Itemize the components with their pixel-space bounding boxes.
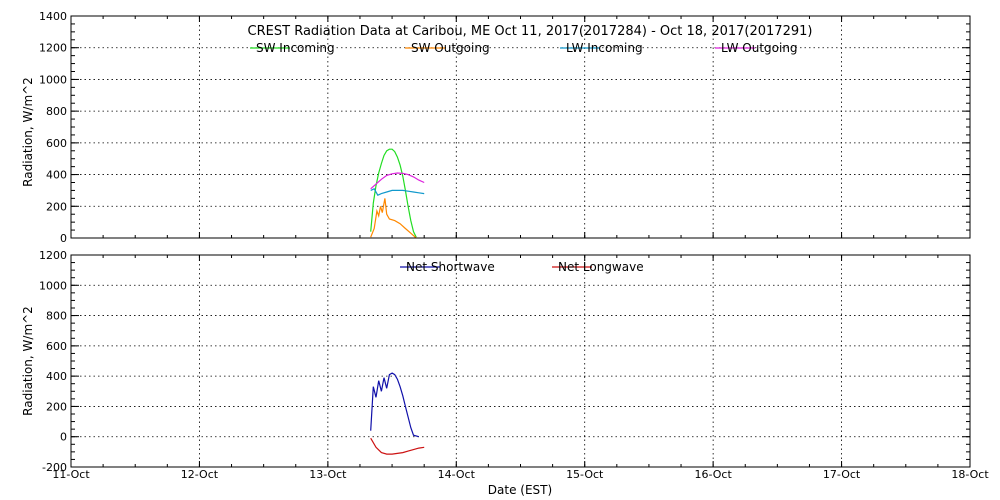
bottom-panel: -200 0 200 400 600 800 1000 1200 Radiation, W/m… — [21, 249, 989, 497]
x-tick-label: 12-Oct — [181, 468, 219, 481]
x-tick-label: 17-Oct — [823, 468, 861, 481]
top-plot-frame — [70, 15, 971, 239]
y-tick-label: 400 — [46, 169, 67, 182]
x-tick-label: 16-Oct — [694, 468, 732, 481]
y-tick-label: -200 — [42, 461, 67, 474]
legend-label: SW Outgoing — [411, 41, 490, 55]
x-tick-label: 14-Oct — [438, 468, 476, 481]
y-tick-label: 0 — [60, 232, 67, 245]
y-tick-label: 1000 — [39, 73, 67, 86]
top-panel: 0 200 400 600 800 1000 1200 1400 CREST Radiatio… — [21, 10, 971, 245]
y-tick-label: 600 — [46, 137, 67, 150]
bottom-ticks: -200 0 200 400 600 800 1000 1200 — [39, 249, 971, 474]
y-tick-label: 600 — [46, 340, 67, 353]
y-tick-label: 200 — [46, 200, 67, 213]
x-tick-label: 18-Oct — [951, 468, 989, 481]
series-line-net-shortwave — [370, 372, 419, 438]
x-tick-label: 15-Oct — [566, 468, 604, 481]
legend-label: LW Incoming — [566, 41, 643, 55]
top-legend: SW Incoming SW Outgoing LW Incoming LW Outg… — [250, 41, 798, 55]
y-tick-label: 0 — [60, 431, 67, 444]
series-line-lw-outgoing — [370, 172, 425, 190]
bottom-y-axis-title: Radiation, W/m^2 — [21, 306, 35, 416]
series-line-lw-incoming — [370, 188, 425, 196]
x-tick-label: 13-Oct — [309, 468, 347, 481]
legend-label: SW Incoming — [256, 41, 335, 55]
series-line-net-longwave — [370, 437, 425, 455]
bottom-grid — [71, 255, 970, 467]
bottom-legend: Net Shortwave Net Longwave — [400, 260, 644, 274]
y-tick-label: 1000 — [39, 279, 67, 292]
top-ticks: 0 200 400 600 800 1000 1200 1400 — [39, 10, 971, 245]
top-y-axis-title: Radiation, W/m^2 — [21, 77, 35, 187]
bottom-plot-frame — [70, 254, 971, 468]
y-tick-label: 1200 — [39, 42, 67, 55]
legend-label: Net Longwave — [558, 260, 644, 274]
series-line-sw-outgoing — [370, 198, 417, 239]
y-tick-label: 800 — [46, 105, 67, 118]
y-tick-label: 800 — [46, 310, 67, 323]
y-tick-label: 200 — [46, 400, 67, 413]
x-tick-label: 11-Oct — [52, 468, 90, 481]
legend-label: LW Outgoing — [721, 41, 798, 55]
y-tick-label: 1200 — [39, 249, 67, 262]
legend-label: Net Shortwave — [406, 260, 495, 274]
y-tick-label: 400 — [46, 370, 67, 383]
x-axis-title: Date (EST) — [488, 483, 552, 497]
bottom-series — [370, 372, 425, 455]
x-tick-labels: 11-Oct 12-Oct 13-Oct 14-Oct 15-Oct 16-Oct 17-O… — [52, 468, 989, 481]
top-series — [370, 148, 425, 239]
series-line-sw-incoming — [370, 148, 417, 238]
top-grid — [71, 16, 970, 238]
chart-title: CREST Radiation Data at Caribou, ME Oct … — [248, 24, 813, 39]
y-tick-label: 1400 — [39, 10, 67, 23]
